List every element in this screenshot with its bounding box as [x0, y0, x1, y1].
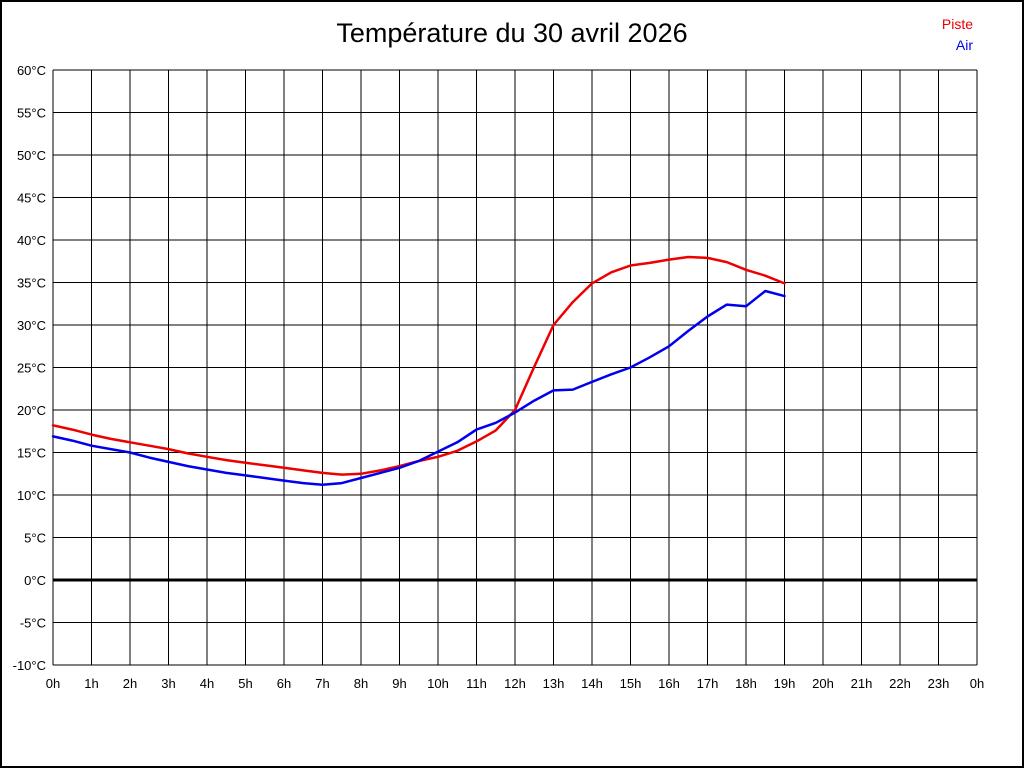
legend: Piste Air: [942, 14, 973, 56]
svg-text:5°C: 5°C: [24, 531, 46, 546]
svg-text:11h: 11h: [466, 676, 487, 691]
x-axis-labels: 0h 1h 2h 3h 4h 5h 6h 7h 8h 9h 10h 11h 12h 13h 14h 15h 16…: [46, 676, 984, 691]
svg-text:20°C: 20°C: [17, 403, 46, 418]
svg-text:5h: 5h: [238, 676, 252, 691]
svg-text:21h: 21h: [851, 676, 873, 691]
y-axis-labels: 60°C 55°C 50°C 45°C 40°C 35°C 30°C 25°C 20°C 15°C…: [13, 63, 46, 673]
svg-text:30°C: 30°C: [17, 318, 46, 333]
svg-text:20h: 20h: [812, 676, 834, 691]
svg-text:0°C: 0°C: [24, 573, 46, 588]
svg-text:10°C: 10°C: [17, 488, 46, 503]
svg-text:35°C: 35°C: [17, 276, 46, 291]
svg-text:8h: 8h: [354, 676, 368, 691]
svg-text:40°C: 40°C: [17, 233, 46, 248]
piste-line: [51, 255, 786, 476]
svg-text:3h: 3h: [161, 676, 175, 691]
legend-air-label: Air: [955, 37, 973, 53]
svg-text:15h: 15h: [620, 676, 642, 691]
svg-text:6h: 6h: [277, 676, 291, 691]
chart-title: Température du 30 avril 2026: [336, 18, 688, 48]
svg-text:60°C: 60°C: [17, 63, 46, 78]
svg-text:-5°C: -5°C: [20, 616, 46, 631]
svg-text:0h: 0h: [970, 676, 984, 691]
grid: [52, 69, 978, 666]
svg-text:55°C: 55°C: [17, 106, 46, 121]
svg-text:4h: 4h: [200, 676, 214, 691]
svg-text:16h: 16h: [658, 676, 680, 691]
svg-text:19h: 19h: [774, 676, 796, 691]
svg-text:18h: 18h: [735, 676, 757, 691]
svg-text:0h: 0h: [46, 676, 60, 691]
svg-text:12h: 12h: [504, 676, 526, 691]
svg-text:1h: 1h: [84, 676, 98, 691]
svg-text:22h: 22h: [889, 676, 911, 691]
svg-text:2h: 2h: [123, 676, 137, 691]
legend-piste-label: Piste: [941, 16, 973, 32]
svg-text:23h: 23h: [928, 676, 950, 691]
svg-text:50°C: 50°C: [17, 148, 46, 163]
svg-text:10h: 10h: [427, 676, 449, 691]
svg-text:9h: 9h: [392, 676, 406, 691]
svg-text:7h: 7h: [315, 676, 329, 691]
svg-text:14h: 14h: [581, 676, 603, 691]
svg-text:15°C: 15°C: [17, 446, 46, 461]
svg-text:17h: 17h: [697, 676, 719, 691]
svg-text:-10°C: -10°C: [13, 658, 46, 673]
svg-text:45°C: 45°C: [17, 191, 46, 206]
svg-text:13h: 13h: [543, 676, 565, 691]
air-line: [51, 289, 786, 487]
svg-text:25°C: 25°C: [17, 361, 46, 376]
